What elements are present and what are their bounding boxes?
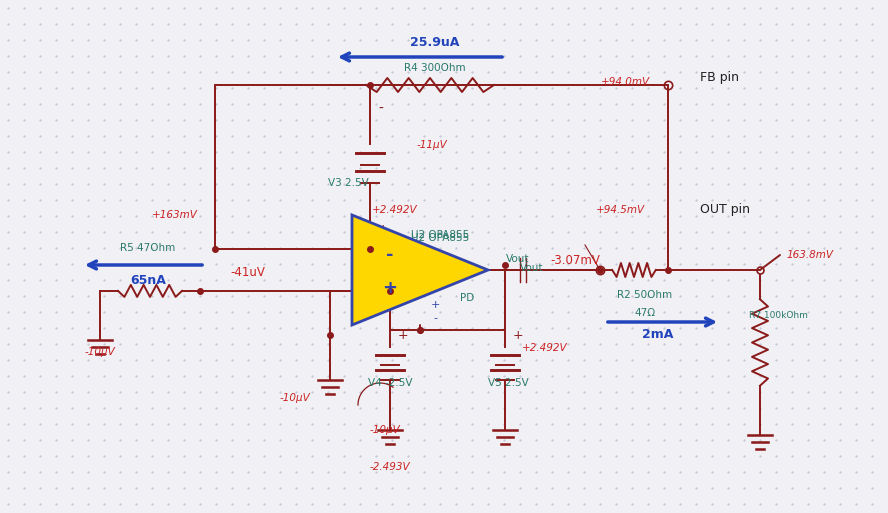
Text: 47Ω: 47Ω — [634, 308, 655, 318]
Text: OUT pin: OUT pin — [700, 204, 750, 216]
Text: PD: PD — [415, 279, 429, 289]
Polygon shape — [352, 215, 488, 325]
Text: 65nA: 65nA — [130, 273, 166, 286]
Text: -10μV: -10μV — [369, 425, 400, 435]
Text: V4 -2.5V: V4 -2.5V — [368, 378, 412, 388]
Text: R7 100kOhm: R7 100kOhm — [749, 310, 807, 320]
Text: -41uV: -41uV — [231, 266, 266, 280]
Text: +94.0mV: +94.0mV — [600, 77, 649, 87]
Text: V5 2.5V: V5 2.5V — [488, 378, 528, 388]
Text: -10μV: -10μV — [84, 347, 115, 357]
Text: 2mA: 2mA — [642, 328, 674, 342]
Text: U2 OPA855: U2 OPA855 — [411, 233, 469, 243]
Text: -: - — [378, 102, 383, 116]
Text: -11μV: -11μV — [416, 140, 448, 150]
Text: -3.07mV: -3.07mV — [550, 253, 600, 266]
Text: +: + — [378, 223, 389, 236]
Text: +2.492V: +2.492V — [372, 205, 418, 215]
Text: U2 OPA855: U2 OPA855 — [411, 230, 469, 240]
Text: +94.5mV: +94.5mV — [596, 205, 645, 215]
Text: 163.8mV: 163.8mV — [787, 250, 834, 260]
Text: -2.493V: -2.493V — [369, 462, 410, 472]
Text: -10μV: -10μV — [280, 393, 311, 403]
Text: R2 50Ohm: R2 50Ohm — [617, 290, 672, 300]
Text: Vout: Vout — [506, 254, 529, 264]
Text: +2.492V: +2.492V — [522, 343, 567, 353]
Text: R4 300Ohm: R4 300Ohm — [404, 63, 466, 73]
Text: PD: PD — [460, 293, 474, 303]
Text: +163mV: +163mV — [152, 210, 198, 220]
Text: 25.9uA: 25.9uA — [410, 35, 460, 49]
Text: V3 2.5V: V3 2.5V — [328, 178, 369, 188]
Text: R5 47Ohm: R5 47Ohm — [121, 243, 176, 253]
Text: -: - — [386, 246, 393, 264]
Text: Vout: Vout — [520, 263, 543, 273]
Text: -: - — [433, 313, 437, 323]
Text: +: + — [513, 329, 524, 342]
Text: +: + — [431, 300, 440, 310]
Text: +: + — [398, 329, 408, 342]
Text: +: + — [383, 279, 398, 297]
Text: FB pin: FB pin — [700, 71, 739, 85]
